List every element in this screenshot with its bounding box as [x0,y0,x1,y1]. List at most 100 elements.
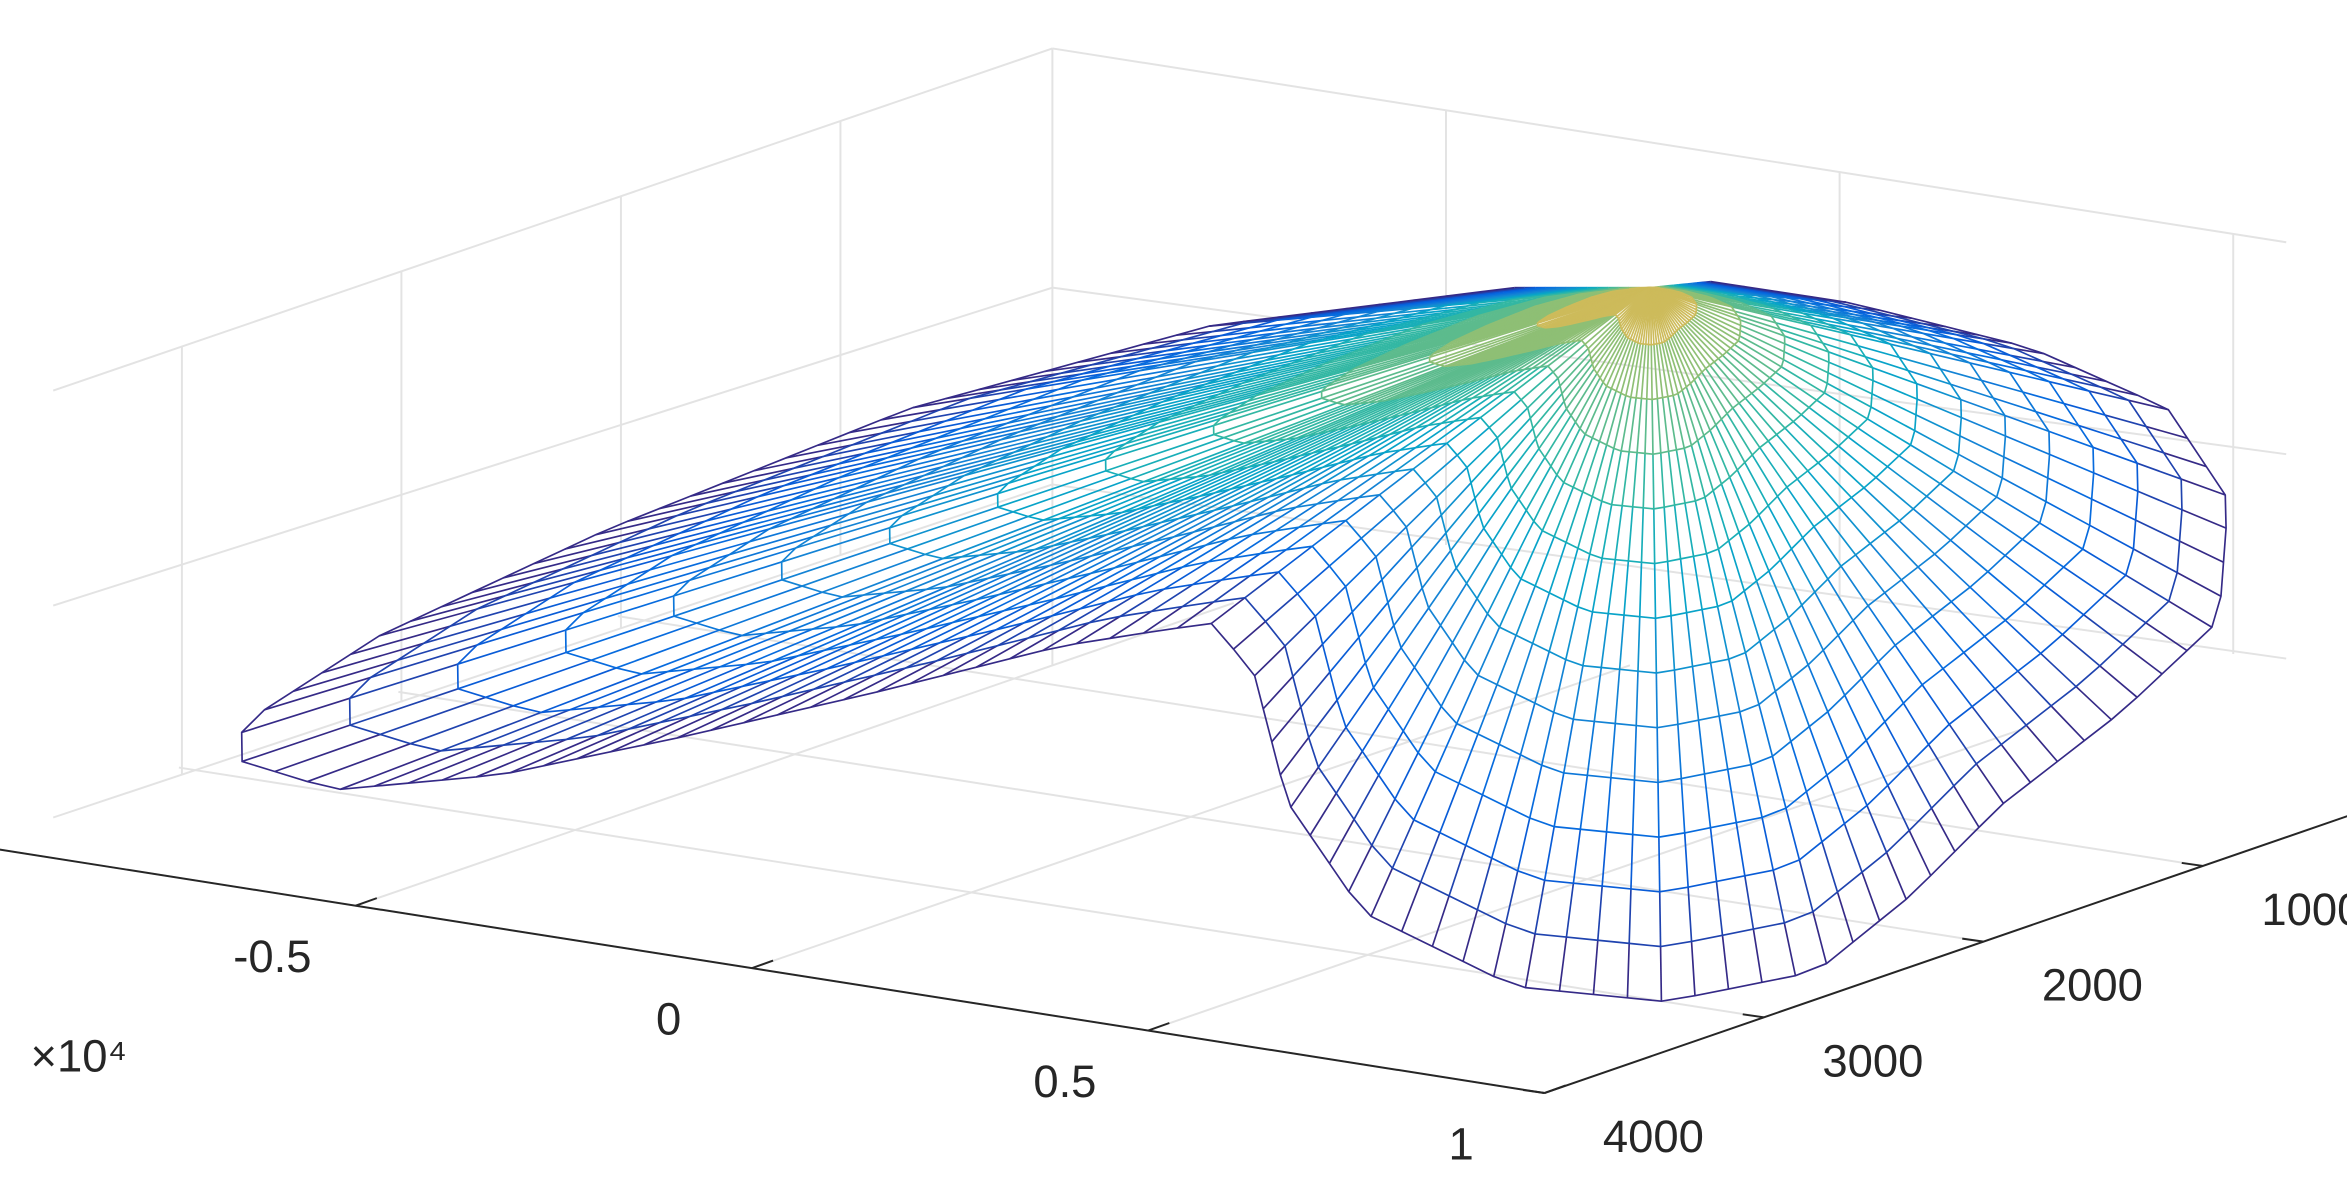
mesh-line [1658,343,1669,397]
mesh-line [349,688,459,726]
mesh-line [1836,891,1854,943]
mesh-line [1342,338,1420,357]
mesh-line [1675,449,1686,504]
mesh-line [1534,651,1551,704]
mesh-line [1690,317,1732,349]
mesh-line [1751,392,1786,429]
mesh-line [1713,361,1746,399]
mesh-line [1308,699,1338,739]
mesh-line [1325,417,1391,451]
mesh-line [1805,791,1823,843]
mesh-line [1532,393,1563,429]
mesh-line [863,556,962,596]
mesh-line [876,660,937,693]
mesh-line [1727,540,1746,592]
mesh-line [440,711,542,752]
mesh-line [810,674,876,709]
mesh-line [1784,427,1819,464]
mesh-line [407,744,504,784]
mesh-line [1472,304,1517,312]
mesh-line [1900,579,1934,617]
mesh-line [1264,593,1298,623]
mesh-line [1615,340,1634,392]
mesh-line [1094,376,1157,389]
mesh-line [1236,341,1288,352]
mesh-line [905,552,999,593]
mesh-line [917,473,1022,507]
mesh-line [1846,758,1868,806]
mesh-line [793,452,865,470]
mesh-line [1683,448,1697,502]
mesh-line [1027,608,1081,639]
mesh-line [1726,769,1738,823]
mesh-line [1734,310,1776,324]
mesh-line [1534,880,1546,935]
mesh-line [597,697,686,737]
mesh-line [997,515,1091,555]
mesh-line [935,422,1008,440]
mesh-line [671,528,770,557]
mesh-line [1792,420,1830,456]
mesh-line [1540,712,1555,766]
mesh-line [2049,380,2090,392]
mesh-line [1182,385,1276,412]
mesh-line [1728,476,1751,525]
mesh-line [1584,385,1608,435]
mesh-line [1007,450,1115,485]
mesh-line [627,666,721,706]
mesh-line [1382,332,1471,357]
mesh-line [1697,375,1723,420]
mesh-line [569,670,669,711]
mesh-line [1358,602,1389,638]
mesh-line [1106,498,1185,536]
mesh-line [1863,487,1900,522]
mesh-line [1431,312,1487,323]
mesh-line [1763,311,1802,322]
mesh-line [1810,324,1851,336]
mesh-line [1844,694,1868,741]
mesh-line [1058,601,1109,632]
mesh-line [1161,355,1217,366]
mesh-line [1183,463,1262,501]
mesh-line [757,477,839,498]
mesh-line [1011,372,1061,382]
mesh-line [1661,342,1674,396]
mesh-line [1720,418,1746,463]
mesh-line [1602,335,1627,383]
mesh-line [1942,668,1973,708]
mesh-line [1372,647,1402,689]
mesh-line [1737,314,1781,331]
mesh-line [2078,424,2122,440]
mesh-line [2120,438,2164,454]
mesh-line [1323,325,1370,334]
mesh-line [1347,844,1373,892]
mesh-line [2100,386,2138,397]
mesh-line [830,494,934,526]
mesh-line [731,488,815,510]
mesh-line [1481,744,1501,796]
mesh-line [1826,323,1862,332]
mesh-line [932,465,1036,497]
mesh-line [1525,465,1552,511]
mesh-line [1808,406,1849,438]
mesh-line [1003,577,1069,612]
mesh-line [1136,531,1195,563]
mesh-line [1827,372,1873,395]
mesh-line [1448,313,1516,329]
y-tick-label: 2000 [2042,960,2143,1011]
mesh-line [2163,452,2207,468]
mesh-line [1465,540,1494,584]
mesh-line [1557,347,1589,379]
mesh-line [1321,316,1359,322]
mesh-line [999,420,1082,441]
mesh-line [1290,766,1320,808]
mesh-line [1674,332,1699,377]
mesh-line [1987,571,2026,604]
mesh-line [1727,659,1741,713]
mesh-line [1739,329,1785,353]
mesh-line [1029,533,1108,571]
mesh-line [1321,611,1353,645]
mesh-line [782,661,856,698]
mesh-line [1655,343,1664,398]
mesh-line [1352,335,1427,354]
